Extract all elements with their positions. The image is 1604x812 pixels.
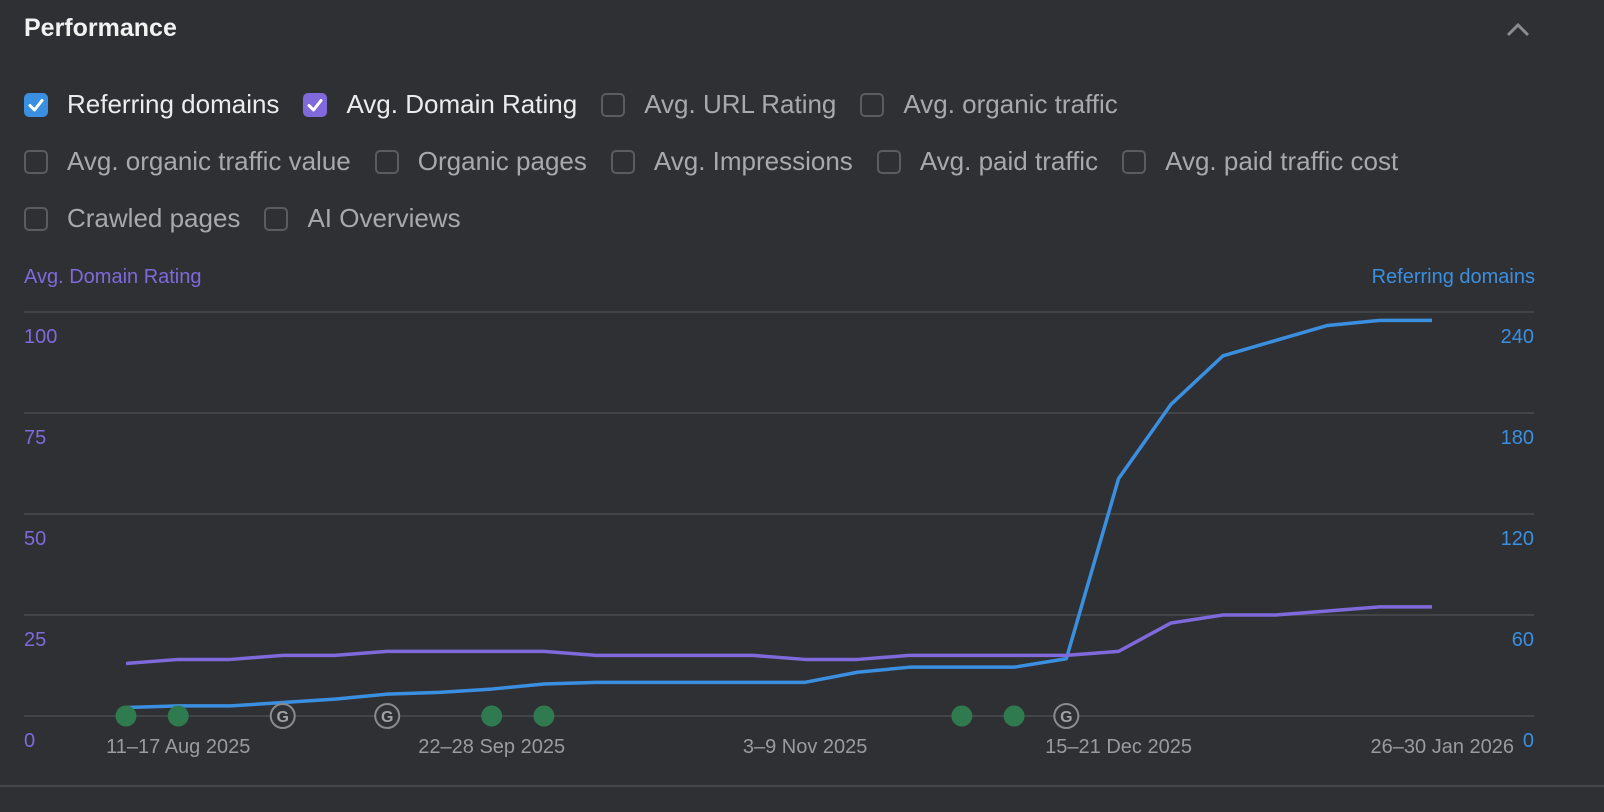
checkbox[interactable] <box>876 149 901 174</box>
option-avg-paid-traffic-cost[interactable]: Avg. paid traffic cost <box>1122 146 1398 177</box>
right-tick-label: 0 <box>1523 730 1534 752</box>
option-referring-domains[interactable]: Referring domains <box>24 89 279 120</box>
left-tick-label: 50 <box>24 528 46 550</box>
checkbox[interactable] <box>610 149 635 174</box>
option-avg-organic-traffic[interactable]: Avg. organic traffic <box>860 89 1118 120</box>
annotation-dot[interactable] <box>533 705 555 727</box>
checkbox[interactable] <box>374 149 399 174</box>
google-update-icon[interactable]: G <box>269 703 296 729</box>
option-label: Organic pages <box>417 146 587 176</box>
right-tick-label: 120 <box>1501 528 1534 550</box>
google-marker-text: G <box>381 709 393 726</box>
option-avg-impressions[interactable]: Avg. Impressions <box>610 146 853 177</box>
x-tick-label: 3–9 Nov 2025 <box>743 736 868 758</box>
collapse-button[interactable] <box>1502 14 1534 46</box>
checkbox[interactable] <box>24 92 48 117</box>
checkbox[interactable] <box>601 92 626 117</box>
option-label: Avg. Domain Rating <box>346 89 578 119</box>
options-row: Avg. organic traffic value Organic pages A… <box>24 133 1564 190</box>
annotation-dot[interactable] <box>167 705 189 727</box>
series-line-referring-domains <box>125 318 1432 710</box>
right-tick-label: 180 <box>1501 427 1534 449</box>
option-label: Avg. URL Rating <box>644 89 837 119</box>
checkbox[interactable] <box>303 92 328 117</box>
option-avg-paid-traffic[interactable]: Avg. paid traffic <box>876 146 1099 177</box>
divider <box>0 785 1604 787</box>
x-tick-label: 22–28 Sep 2025 <box>418 736 565 758</box>
chevron-up-icon <box>1506 22 1530 37</box>
right-axis-title: Referring domains <box>1371 266 1535 288</box>
left-tick-label: 100 <box>24 326 57 348</box>
left-tick-label: 0 <box>24 730 35 752</box>
option-avg-url-rating[interactable]: Avg. URL Rating <box>601 89 836 120</box>
google-marker-text: G <box>276 709 288 726</box>
option-label: Avg. organic traffic <box>903 89 1118 119</box>
google-update-icon[interactable]: G <box>1053 703 1080 729</box>
option-organic-pages[interactable]: Organic pages <box>374 146 587 177</box>
google-marker-text: G <box>1060 709 1072 726</box>
checkbox[interactable] <box>24 206 48 231</box>
option-avg-domain-rating[interactable]: Avg. Domain Rating <box>303 89 577 120</box>
options-row: Referring domains Avg. Domain Rating Avg. … <box>24 76 1564 133</box>
left-axis-title: Avg. Domain Rating <box>24 266 202 288</box>
metric-options: Referring domains Avg. Domain Rating Avg. … <box>24 76 1564 247</box>
option-label: Crawled pages <box>67 203 241 233</box>
panel-title: Performance <box>24 14 177 42</box>
checkbox[interactable] <box>264 206 289 231</box>
option-label: AI Overviews <box>307 203 461 233</box>
x-tick-label: 11–17 Aug 2025 <box>106 736 250 758</box>
option-label: Avg. paid traffic <box>919 146 1099 176</box>
option-avg-organic-traffic-value[interactable]: Avg. organic traffic value <box>24 146 351 177</box>
x-tick-label: 26–30 Jan 2026 <box>1371 736 1514 758</box>
option-label: Avg. Impressions <box>653 146 853 176</box>
series-line-avg-domain-rating <box>125 605 1432 666</box>
option-ai-overviews[interactable]: AI Overviews <box>264 203 461 234</box>
checkbox[interactable] <box>1122 149 1147 174</box>
right-tick-label: 60 <box>1512 629 1534 651</box>
option-crawled-pages[interactable]: Crawled pages <box>24 203 240 234</box>
annotation-dot[interactable] <box>115 705 137 727</box>
annotation-dot[interactable] <box>481 705 503 727</box>
option-label: Avg. paid traffic cost <box>1165 146 1399 176</box>
x-tick-label: 15–21 Dec 2025 <box>1045 736 1192 758</box>
options-row: Crawled pages AI Overviews <box>24 190 1564 247</box>
option-label: Avg. organic traffic value <box>67 146 351 176</box>
left-tick-label: 75 <box>24 427 46 449</box>
annotation-dot[interactable] <box>1003 705 1025 727</box>
option-label: Referring domains <box>67 89 280 119</box>
google-update-icon[interactable]: G <box>374 703 401 729</box>
check-icon <box>28 98 44 111</box>
left-tick-label: 25 <box>24 629 46 651</box>
right-tick-label: 240 <box>1501 326 1534 348</box>
checkbox[interactable] <box>24 149 48 174</box>
check-icon <box>307 98 323 111</box>
annotation-dot[interactable] <box>951 705 973 727</box>
checkbox[interactable] <box>860 92 885 117</box>
